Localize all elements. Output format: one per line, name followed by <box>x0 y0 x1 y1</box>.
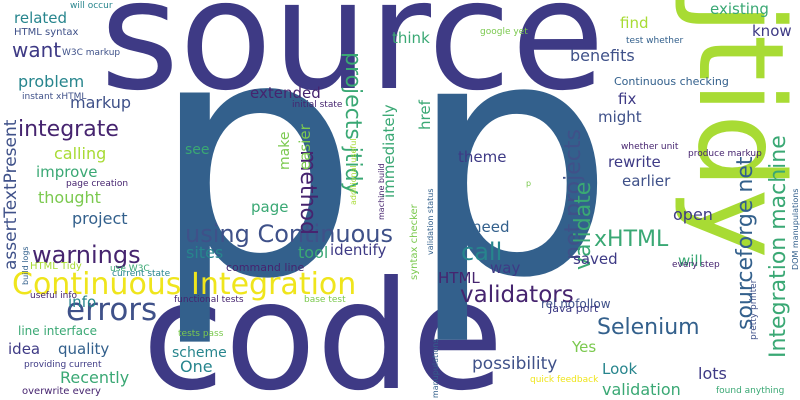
word-look: Look <box>602 360 638 378</box>
word-produce-markup: produce markup <box>688 149 762 159</box>
word-scheme: scheme <box>172 345 227 361</box>
word-rewrite: rewrite <box>608 153 661 171</box>
word-functional-tests: functional tests <box>174 295 244 305</box>
word-benefits: benefits <box>570 46 635 65</box>
word-errors: errors <box>66 292 158 328</box>
word-use-w3c: use W3C <box>110 264 150 274</box>
word-page-creation: page creation <box>66 179 129 189</box>
word-quality: quality <box>58 340 110 358</box>
word-integration-machine: Integration machine <box>766 135 791 358</box>
word-need: need <box>472 218 510 236</box>
word-overwrite-every: overwrite every <box>22 386 101 397</box>
word-recently: Recently <box>60 368 130 387</box>
word-find: find <box>620 14 649 32</box>
word-will: will <box>678 252 703 270</box>
word-tests-pass: tests pass <box>178 329 224 339</box>
word-will-occur: will occur <box>70 1 113 11</box>
word-markup: markup <box>70 93 132 112</box>
word-machine-build: machine build <box>377 163 386 220</box>
word-p-left: p <box>150 0 360 351</box>
word-base-test: base test <box>304 295 346 305</box>
word-lots: lots <box>698 364 727 383</box>
word-possibility: possibility <box>472 354 558 374</box>
word-make: make <box>277 131 293 170</box>
word-selenium: Selenium <box>597 315 700 340</box>
word-whether-unit: whether unit <box>621 142 679 152</box>
word-might: might <box>598 108 642 126</box>
word-html-tidy: HTML Tidy <box>30 261 82 272</box>
word-warnings: warnings <box>32 241 141 269</box>
word-one: One <box>180 357 213 376</box>
word-current-state: current state <box>112 269 171 279</box>
word-know: know <box>752 22 792 40</box>
word-page: page <box>251 198 289 216</box>
word-found-anything: found anything <box>716 386 785 396</box>
word-every-step: every step <box>672 260 720 270</box>
word-tool: tool <box>298 243 329 262</box>
word-way: way <box>490 259 521 277</box>
word-pretty-printer: pretty printer <box>749 279 759 340</box>
word-project: project <box>72 209 128 228</box>
word-instant-xhtml: instant xHTML <box>22 92 87 102</box>
word-related: related <box>14 9 68 27</box>
word-earlier: earlier <box>622 172 671 190</box>
word-theme: theme <box>458 148 507 166</box>
word-want: want <box>12 38 62 62</box>
word-see: see <box>185 142 210 158</box>
word-calling: calling <box>54 144 107 163</box>
word-info: info <box>68 293 97 311</box>
word-p-small: p <box>526 179 532 188</box>
word-code: code <box>142 250 504 400</box>
word-java-port: Java port <box>549 302 599 315</box>
word-identify: identify <box>330 241 387 259</box>
word-integrate: integrate <box>18 117 119 142</box>
word-p-right: p <box>408 0 615 349</box>
word-w3c-markup: W3C markup <box>62 48 121 58</box>
word-additional-useful: additional useful <box>349 138 358 205</box>
word-validators: validators <box>460 282 574 308</box>
word-call: call <box>461 238 503 266</box>
word-google-yet: google yet <box>480 27 528 37</box>
word-href: href <box>416 100 434 130</box>
word-using-continuous: using Continuous <box>185 220 394 248</box>
word-open: open <box>673 205 713 224</box>
word-source: source <box>100 0 605 124</box>
word-html-syntax: HTML syntax <box>14 27 79 38</box>
word-rel-nofollow: rel nofollow <box>541 297 611 311</box>
word-build-logs: build logs <box>21 246 30 285</box>
word-sites: sites <box>186 243 224 262</box>
word-providing-current: providing current <box>24 360 102 370</box>
word-xhtml: xHTML <box>594 227 669 252</box>
word-extended: extended <box>250 84 321 102</box>
word-think: think <box>392 29 430 47</box>
word-validation-status: validation status <box>426 188 435 255</box>
word-improve: improve <box>36 163 98 181</box>
word-continuous-checking: Continuous checking <box>614 75 729 88</box>
word-continuous-integration: Continuous Integration <box>12 267 357 302</box>
word-existing: existing <box>710 0 769 18</box>
word-easier: easier <box>296 124 314 170</box>
word-useful-info: useful info <box>30 291 78 301</box>
word-thought: thought <box>38 188 101 207</box>
word-quick-feedback: quick feedback <box>530 375 599 385</box>
word-saved: saved <box>573 250 618 268</box>
word-command-line: command line <box>226 261 305 274</box>
word-idea: idea <box>8 340 41 358</box>
word-fix: fix <box>618 90 637 108</box>
word-html: HTML <box>438 269 480 287</box>
word-test-whether: test whether <box>626 36 684 46</box>
word-syntax-checker: syntax checker <box>409 204 420 280</box>
word-asserttextpresent: assertTextPresent <box>1 119 21 270</box>
word-initial-state: initial state <box>292 100 343 110</box>
word-problem: problem <box>18 72 85 91</box>
word-dom-manupulations-right: DOM manupulations <box>791 188 800 270</box>
word-validation: validation <box>602 380 681 399</box>
word-yes: Yes <box>572 338 597 356</box>
word-dom-manupulations-center: DOM manupulations <box>431 338 440 400</box>
word-line-interface: line interface <box>18 324 97 338</box>
